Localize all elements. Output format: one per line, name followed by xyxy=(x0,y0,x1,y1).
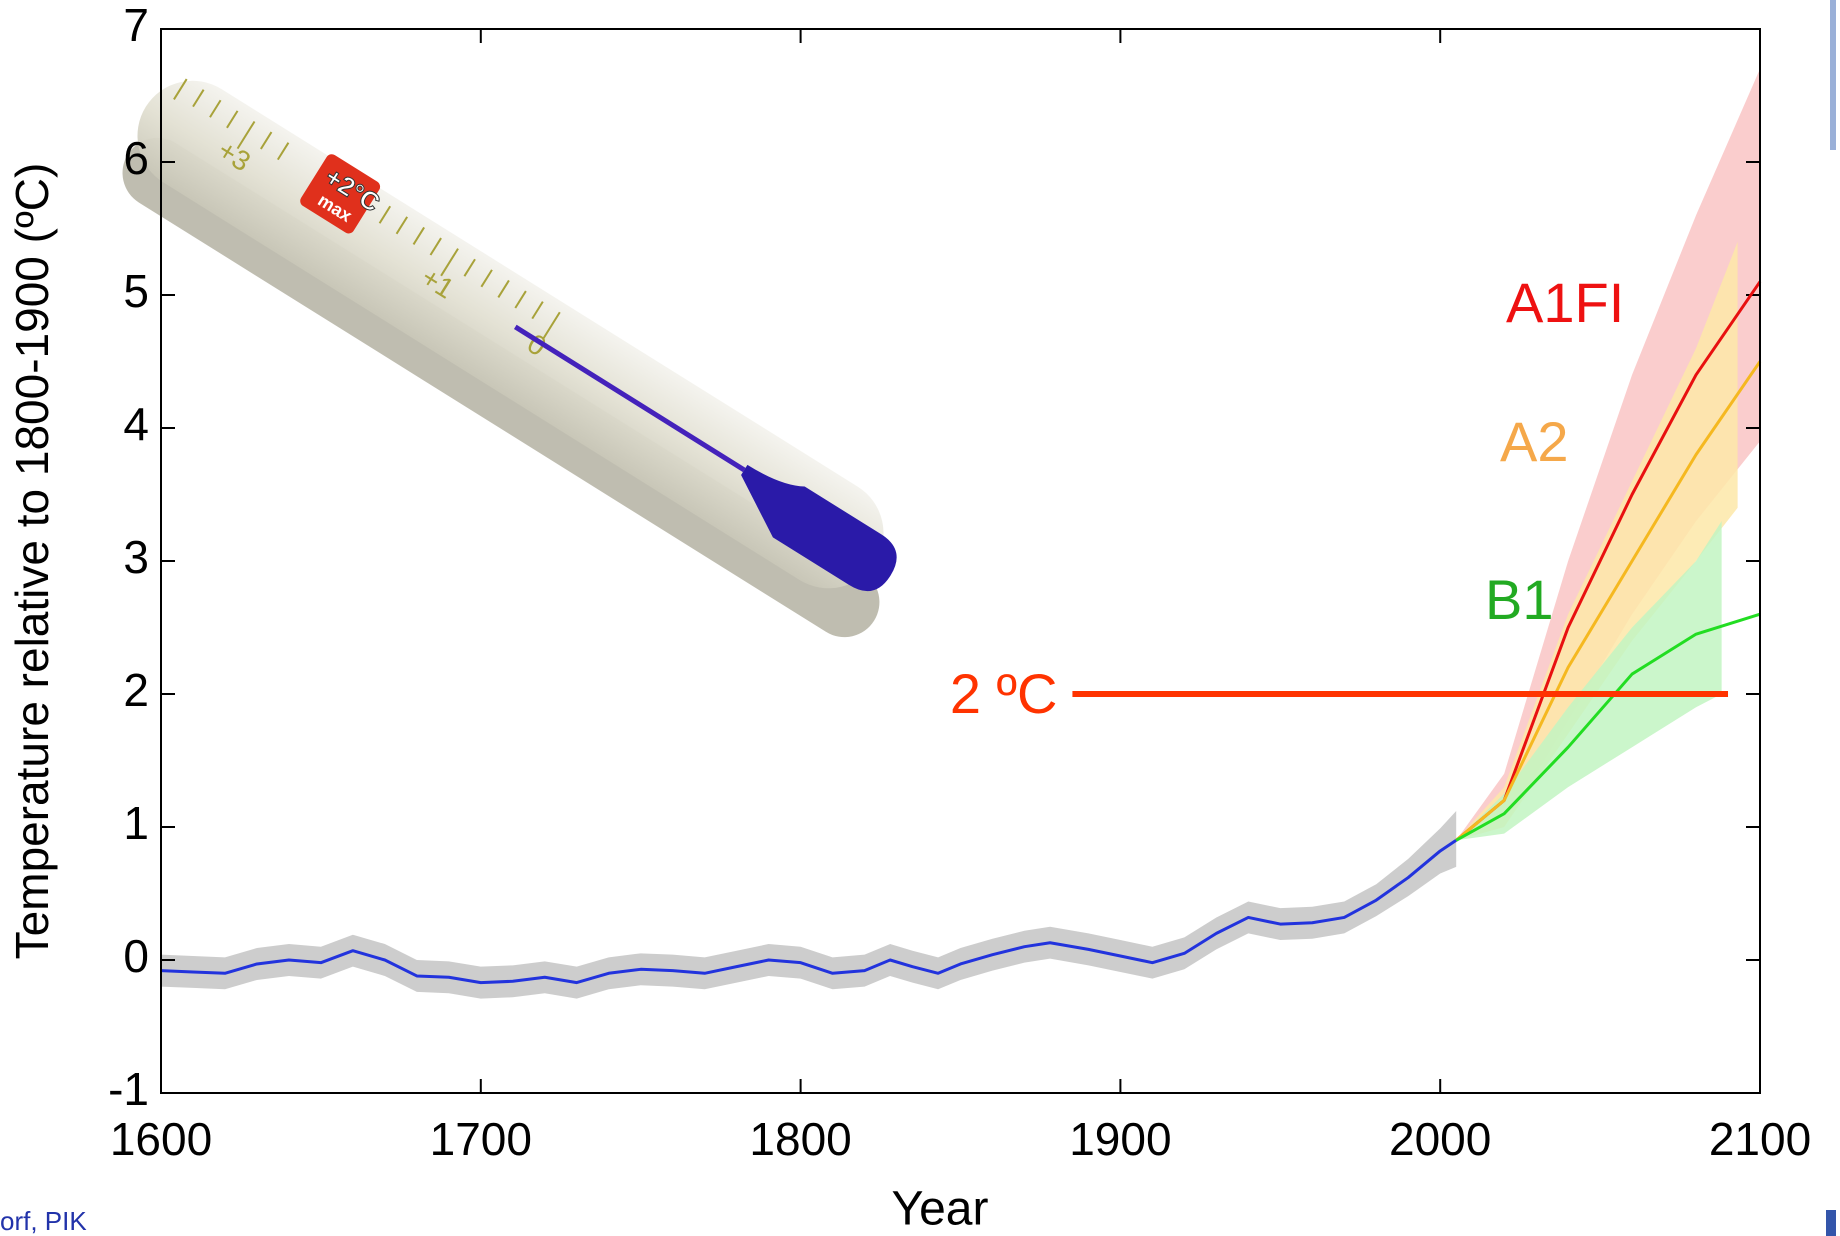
edge-decoration xyxy=(1826,1210,1836,1236)
threshold-label: 2 ºC xyxy=(950,662,1058,725)
series-label: A2 xyxy=(1500,410,1569,473)
footer: orf, PIK xyxy=(0,1206,87,1236)
y-tick-label: -1 xyxy=(108,1063,149,1115)
x-tick-label: 2000 xyxy=(1389,1113,1491,1165)
series-label: A1FI xyxy=(1506,271,1624,334)
x-axis-label: Year xyxy=(892,1183,989,1236)
plot: 1600 1700 1800 1900 2000 2100 -1 0 1 2 3 4 5 6 7 A1FI A2… xyxy=(108,0,1811,1165)
y-axis-label: Temperature relative to 1800-1900 (ºC) xyxy=(6,163,58,960)
thermometer-column xyxy=(513,324,746,473)
x-tick-label: 1800 xyxy=(749,1113,851,1165)
y-tick-label: 0 xyxy=(123,930,149,982)
series-label: B1 xyxy=(1485,568,1554,631)
series-line xyxy=(1455,360,1762,842)
thermometer-badge xyxy=(300,154,381,234)
thermometer-illustration: +3 +1 0 +2°C max xyxy=(122,78,897,638)
uncertainty-band xyxy=(1456,241,1738,841)
uncertainty-band xyxy=(161,811,1457,999)
x-tick-label: 2100 xyxy=(1709,1113,1811,1165)
y-tick-label: 3 xyxy=(123,531,149,583)
plot-area xyxy=(161,68,1760,999)
uncertainty-band xyxy=(1456,521,1722,841)
y-tick-label: 1 xyxy=(123,797,149,849)
series-line xyxy=(160,839,1458,985)
y-tick-label: 6 xyxy=(123,132,149,184)
plot-frame xyxy=(160,28,1761,1094)
thermometer-bulb xyxy=(741,464,897,592)
x-tick-label: 1600 xyxy=(110,1113,212,1165)
x-tick-label: 1900 xyxy=(1069,1113,1171,1165)
thermometer-scale xyxy=(173,78,561,340)
y-tick-label: 2 xyxy=(123,664,149,716)
series-line xyxy=(1455,612,1761,842)
edge-decoration xyxy=(1830,0,1836,150)
uncertainty-band xyxy=(1456,68,1760,841)
y-tick-label: 4 xyxy=(123,398,149,450)
x-tick-label: 1700 xyxy=(430,1113,532,1165)
y-tick-label: 5 xyxy=(123,265,149,317)
y-tick-label: 7 xyxy=(123,0,149,51)
